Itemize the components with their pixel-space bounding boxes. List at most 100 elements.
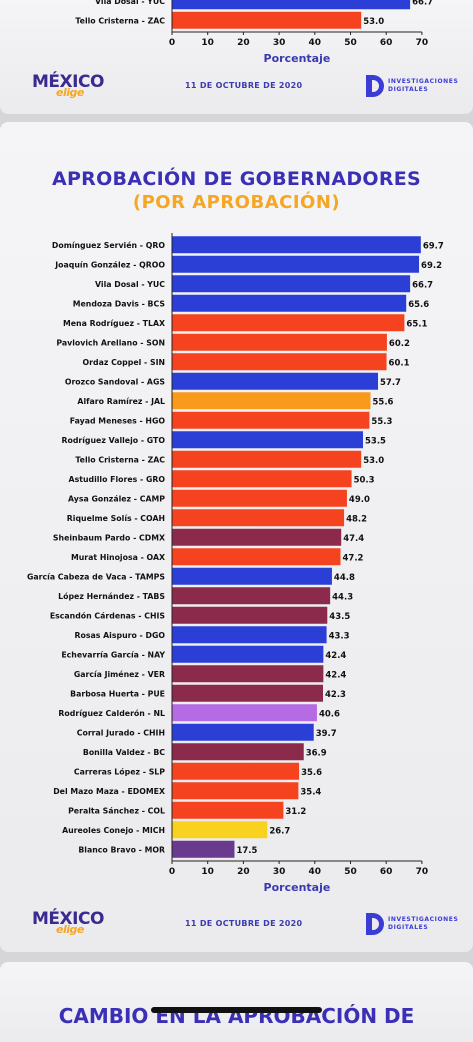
category-label: Barbosa Huerta - PUE — [70, 689, 165, 698]
x-axis-label: Porcentaje — [264, 52, 331, 65]
category-label: Rosas Aispuro - DGO — [75, 631, 166, 640]
category-label: Corral Jurado - CHIH — [77, 728, 165, 737]
category-label: Escandón Cárdenas - CHIS — [50, 611, 166, 620]
data-label: 42.3 — [325, 690, 346, 700]
category-label: López Hernández - TABS — [58, 592, 165, 601]
bar — [172, 372, 378, 390]
top-chart-panel: Vila Dosal - YUC 66.7 Tello Cristerna - ZA… — [0, 0, 473, 114]
category-label: Riquelme Solís - COAH — [67, 514, 165, 523]
data-label: 39.7 — [316, 729, 337, 739]
category-label: Astudillo Flores - GRO — [69, 475, 166, 484]
data-label: 69.7 — [423, 241, 444, 251]
bar — [172, 275, 411, 293]
bar — [172, 528, 342, 546]
bar — [172, 11, 362, 29]
data-label: 53.5 — [365, 436, 386, 446]
data-label: 65.1 — [406, 319, 427, 329]
data-label: 42.4 — [325, 670, 346, 680]
data-label: 26.7 — [269, 826, 290, 836]
logo-sub-text: elige — [56, 86, 84, 99]
data-label: 50.3 — [354, 475, 375, 485]
x-tick-label: 60 — [380, 867, 393, 877]
bar — [172, 411, 370, 429]
bar — [172, 548, 341, 566]
data-label: 48.2 — [346, 514, 367, 524]
brand-d-icon — [366, 913, 384, 935]
data-label: 44.8 — [334, 573, 355, 583]
bar — [172, 0, 411, 10]
category-label: Mendoza Davis - BCS — [73, 299, 166, 308]
bar — [172, 762, 300, 780]
brand-line-2: DIGITALES — [388, 924, 429, 931]
data-label: 53.0 — [363, 17, 384, 27]
category-label: Tello Cristerna - ZAC — [75, 16, 165, 25]
x-tick-label: 10 — [201, 867, 214, 877]
bar — [172, 743, 304, 761]
data-label: 53.0 — [363, 456, 384, 466]
x-tick-label: 70 — [416, 867, 429, 877]
data-label: 47.2 — [343, 553, 364, 563]
brand-line-2: DIGITALES — [388, 86, 429, 93]
bar — [172, 314, 405, 332]
data-label: 17.5 — [236, 846, 257, 856]
chart-title: APROBACIÓN DE GOBERNADORES — [51, 168, 422, 190]
x-tick-label: 0 — [169, 867, 175, 877]
category-label: Blanco Bravo - MOR — [78, 845, 165, 854]
investigaciones-digitales-logo: INVESTIGACIONES DIGITALES — [366, 75, 458, 97]
category-label: Del Mazo Maza - EDOMEX — [53, 787, 165, 796]
x-tick-label: 70 — [416, 38, 429, 48]
x-tick-label: 30 — [273, 38, 286, 48]
next-chart-panel — [0, 962, 473, 1042]
bar — [172, 353, 387, 371]
top-bar-chart: Vila Dosal - YUC 66.7 Tello Cristerna - ZA… — [75, 0, 433, 65]
chart-subtitle: (POR APROBACIÓN) — [132, 192, 341, 213]
category-label: Echevarría García - NAY — [61, 650, 165, 659]
data-label: 42.4 — [325, 651, 346, 661]
x-tick-label: 0 — [169, 38, 175, 48]
x-tick-label: 10 — [201, 38, 214, 48]
category-label: Bonilla Valdez - BC — [83, 748, 165, 757]
bar — [172, 587, 331, 605]
data-label: 40.6 — [319, 709, 340, 719]
bar — [172, 782, 299, 800]
brand-d-icon — [366, 75, 384, 97]
data-label: 31.2 — [285, 807, 306, 817]
bar — [172, 723, 314, 741]
home-indicator[interactable] — [151, 1007, 322, 1013]
x-tick-label: 60 — [380, 38, 393, 48]
category-label: Aureoles Conejo - MICH — [62, 826, 165, 835]
data-label: 43.5 — [329, 612, 350, 622]
category-label: Rodríguez Vallejo - GTO — [61, 436, 165, 445]
bar — [172, 840, 235, 858]
category-label: Peralta Sánchez - COL — [68, 806, 165, 815]
bar — [172, 626, 327, 644]
category-label: Vila Dosal - YUC — [95, 280, 165, 289]
category-label: Domínguez Servién - QRO — [52, 241, 165, 250]
report-date: 11 DE OCTUBRE DE 2020 — [185, 81, 303, 90]
category-label: Mena Rodríguez - TLAX — [63, 319, 165, 328]
bar — [172, 431, 363, 449]
category-label: Carreras López - SLP — [74, 767, 165, 776]
brand-line-1: INVESTIGACIONES — [388, 916, 459, 923]
category-label: Fayad Meneses - HGO — [70, 416, 166, 425]
data-label: 47.4 — [343, 534, 364, 544]
bar — [172, 821, 268, 839]
data-label: 44.3 — [332, 592, 353, 602]
x-tick-label: 20 — [237, 867, 250, 877]
investigaciones-digitales-logo: INVESTIGACIONES DIGITALES — [366, 913, 458, 935]
x-axis-label: Porcentaje — [264, 881, 331, 894]
bar — [172, 684, 324, 702]
x-tick-label: 40 — [309, 38, 322, 48]
x-tick-label: 40 — [309, 867, 322, 877]
category-label: Pavlovich Arellano - SON — [56, 338, 165, 347]
bar — [172, 489, 347, 507]
category-label: Alfaro Ramírez - JAL — [77, 397, 165, 406]
main-chart-panel: APROBACIÓN DE GOBERNADORES (POR APROBACI… — [0, 122, 473, 952]
category-label: Ordaz Coppel - SIN — [83, 358, 165, 367]
bar — [172, 255, 420, 273]
category-label: Sheinbaum Pardo - CDMX — [53, 533, 165, 542]
bar — [172, 801, 284, 819]
data-label: 65.6 — [408, 300, 429, 310]
category-label: Rodríguez Calderón - NL — [58, 709, 165, 718]
data-label: 35.4 — [300, 787, 321, 797]
